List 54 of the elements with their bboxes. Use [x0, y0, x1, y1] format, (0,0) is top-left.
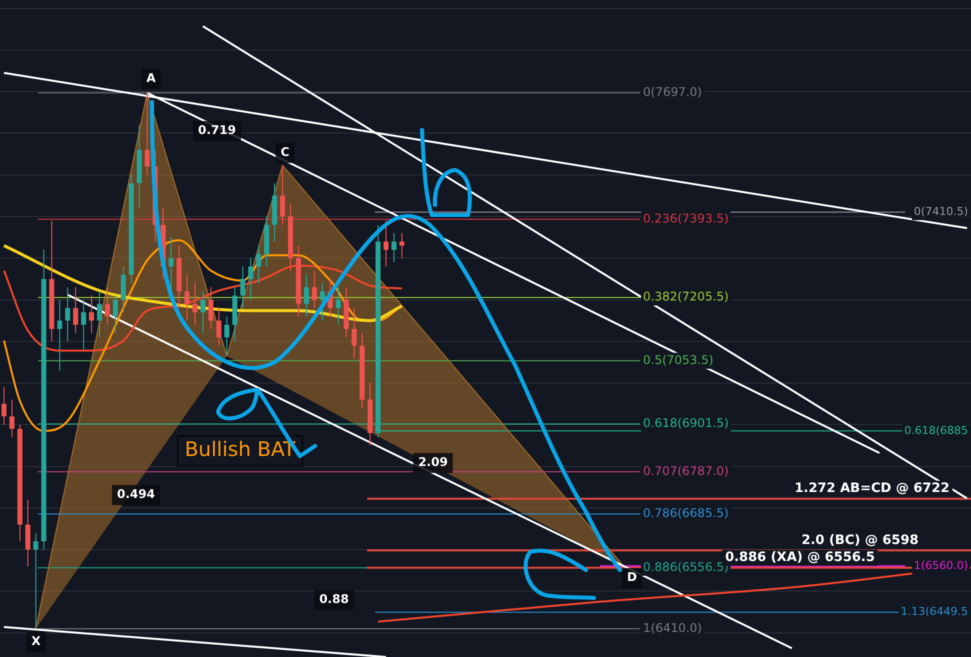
annotation: X	[31, 634, 42, 648]
annotation: Bullish BAT	[184, 437, 296, 462]
ref-line-label: 0(7410.5)	[914, 204, 968, 218]
candlestick	[384, 220, 389, 267]
candlestick	[1, 386, 6, 426]
ref-line-label: 0.886 (XA) @ 6556.5	[725, 550, 875, 566]
candlestick	[73, 286, 78, 334]
annotation: A	[146, 71, 156, 86]
ref-line-label: 0.618(6901.5)	[643, 416, 729, 430]
candlestick	[9, 399, 14, 438]
ref-line-label: 0.618(6885	[904, 424, 968, 437]
annotation: D	[627, 570, 638, 584]
candlestick	[208, 286, 214, 330]
candlestick	[304, 274, 309, 317]
ref-line-label: 0.786(6685.5)	[643, 506, 729, 520]
annotation: 0.494	[117, 487, 155, 502]
candlestick	[240, 266, 246, 309]
ref-line-label: 1.13(6449.5	[900, 605, 968, 618]
ref-line-label: 0.236(7393.5)	[643, 211, 729, 226]
candlestick	[57, 299, 62, 372]
candlestick	[248, 258, 254, 300]
annotation: C	[280, 145, 290, 160]
candlestick	[336, 286, 341, 326]
candlestick	[184, 274, 190, 322]
candlestick	[192, 282, 198, 326]
candlestick	[89, 295, 94, 334]
candlestick	[144, 92, 150, 176]
candlestick	[96, 290, 102, 338]
candlestick	[216, 308, 222, 346]
candlestick	[224, 316, 230, 356]
candlestick	[65, 286, 70, 342]
candlestick	[312, 270, 317, 309]
candlestick	[200, 290, 206, 334]
ref-line-label: 0.886(6556.5)	[643, 560, 729, 574]
annotation: 0.719	[198, 123, 236, 138]
candlestick	[399, 232, 404, 259]
candlestick	[33, 532, 38, 630]
annotation: 0.88	[319, 592, 349, 606]
ref-line-label: 2.0 (BC) @ 6598	[801, 532, 919, 548]
candlestick	[104, 286, 110, 326]
ref-line-label: 0.707(6787.0)	[643, 464, 729, 478]
candlestick	[280, 164, 286, 226]
candlestick	[112, 295, 118, 334]
ref-line-label: 0.382(7205.5)	[643, 290, 729, 304]
candlestick	[256, 245, 262, 284]
candlestick	[391, 232, 396, 263]
ref-line-label: 1(6560.0)	[914, 559, 968, 572]
candlestick	[81, 299, 86, 350]
ref-line-label: 0(7697.0)	[643, 84, 702, 99]
ref-line-label: 1(6410.0)	[643, 620, 702, 635]
annotation: 2.09	[418, 455, 448, 470]
ref-line-label: 1.272 AB=CD @ 6722	[794, 481, 950, 496]
candlestick	[352, 308, 357, 359]
ref-line-label: 0.5(7053.5)	[643, 352, 714, 367]
